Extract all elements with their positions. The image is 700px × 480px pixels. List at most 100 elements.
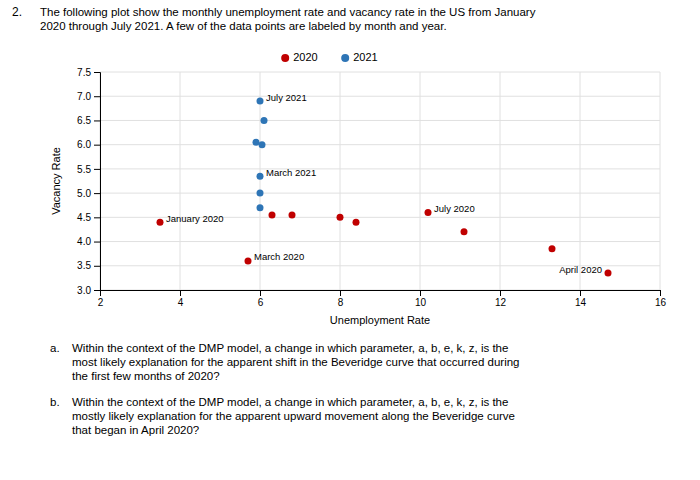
point [257, 190, 264, 197]
tick-mark [580, 290, 581, 296]
tick-label: 16 [655, 297, 667, 308]
x-tick: 14 [575, 290, 587, 308]
tick-label: 4.0 [77, 236, 91, 247]
x-tick: 2 [98, 290, 104, 308]
tick-label: 12 [495, 297, 507, 308]
tick-label: 5.5 [77, 164, 91, 175]
point [257, 98, 264, 105]
y-tick: 7.0 [77, 91, 100, 102]
point-labels: January 2020 March 2020 April 2020 July 202… [166, 92, 602, 275]
tick-mark [340, 290, 341, 296]
question-label: b. [50, 396, 60, 408]
question-label: a. [50, 342, 60, 354]
tick-label: 4 [178, 297, 184, 308]
legend-marker [281, 54, 289, 62]
point [461, 228, 468, 235]
point-label: April 2020 [559, 264, 602, 275]
tick-label: 8 [338, 297, 344, 308]
point-label: July 2020 [434, 203, 475, 214]
grid-line [100, 168, 660, 169]
grid-line [500, 72, 501, 290]
title: The following plot show the monthly unem… [40, 6, 536, 32]
point-label: March 2021 [266, 167, 316, 178]
tick-mark [420, 290, 421, 296]
grid-line [100, 193, 660, 194]
x-tick: 10 [415, 290, 427, 308]
text-line: that began in April 2020? [72, 424, 199, 436]
text-line: The following plot show the monthly unem… [40, 6, 536, 18]
tick-label: 7.0 [77, 91, 91, 102]
tick-label: 3.0 [77, 285, 91, 296]
legend: 20202021 [281, 51, 377, 63]
tick-label: 3.5 [77, 260, 91, 271]
tick-mark [94, 169, 100, 170]
point [289, 211, 296, 218]
text-line: 2020 through July 2021. A few of the dat… [40, 20, 447, 32]
grid-line [100, 96, 660, 97]
point [425, 209, 432, 216]
tick-label: 10 [415, 297, 427, 308]
tick-label: 6.0 [77, 139, 91, 150]
axis-line [101, 291, 661, 297]
point [257, 204, 264, 211]
point [257, 173, 264, 180]
legend-marker [341, 54, 349, 62]
y-tick: 6.5 [77, 115, 100, 126]
tick-mark [94, 193, 100, 194]
y-tick: 3.5 [77, 260, 100, 271]
tick-mark [94, 217, 100, 218]
x-tick: 12 [495, 290, 507, 308]
point-label: July 2021 [266, 92, 307, 103]
y-tick: 4.0 [77, 236, 100, 247]
tick-mark [94, 266, 100, 267]
tick-label: 6.5 [77, 115, 91, 126]
legend-label: 2020 [293, 51, 317, 63]
tick-mark [500, 290, 501, 296]
grid-line [420, 72, 421, 290]
tick-mark [660, 290, 661, 296]
grid [100, 72, 660, 290]
point [245, 257, 252, 264]
point-label: January 2020 [166, 213, 224, 224]
y-tick: 4.5 [77, 212, 100, 223]
plot: 2 4 6 8 10 12 14 16 3.0 3.5 4.0 4.5 5.0 5.5 6.0 6.5 7.0 7… [50, 67, 666, 326]
grid-line [100, 144, 660, 145]
tick-mark [260, 290, 261, 296]
grid-line [660, 72, 661, 290]
point [269, 211, 276, 218]
tick-mark [94, 290, 100, 291]
tick-label: 7.5 [77, 67, 91, 78]
point-label: March 2020 [254, 251, 304, 262]
grid-line [100, 72, 660, 73]
tick-mark [94, 120, 100, 121]
point [157, 219, 164, 226]
tick-mark [94, 242, 100, 243]
x-tick: 6 [258, 290, 264, 308]
question-text: Within the context of the DMP model, a c… [72, 396, 515, 436]
point [549, 245, 556, 252]
tick-label: 5.0 [77, 188, 91, 199]
grid-line [100, 120, 660, 121]
x-tick: 8 [338, 290, 344, 308]
x-tick: 4 [178, 290, 184, 308]
point [259, 141, 266, 148]
text-line: the first few months of 2020? [72, 370, 220, 382]
text-line: Within the context of the DMP model, a c… [72, 342, 508, 354]
point [253, 139, 260, 146]
point [337, 214, 344, 221]
grid-line [580, 72, 581, 290]
question-number: 2. [12, 5, 22, 19]
chart: 2. The following plot show the monthly un… [0, 0, 700, 480]
point [261, 117, 268, 124]
tick-mark [94, 72, 100, 73]
point [605, 270, 612, 277]
axis-line [94, 73, 101, 291]
y-axis-title: Vacancy Rate [50, 147, 62, 215]
y-tick: 7.5 [77, 67, 100, 78]
y-tick: 5.5 [77, 164, 100, 175]
tick-label: 4.5 [77, 212, 91, 223]
y-tick: 5.0 [77, 188, 100, 199]
question-text: Within the context of the DMP model, a c… [72, 342, 519, 382]
grid-line [100, 241, 660, 242]
tick-label: 14 [575, 297, 587, 308]
